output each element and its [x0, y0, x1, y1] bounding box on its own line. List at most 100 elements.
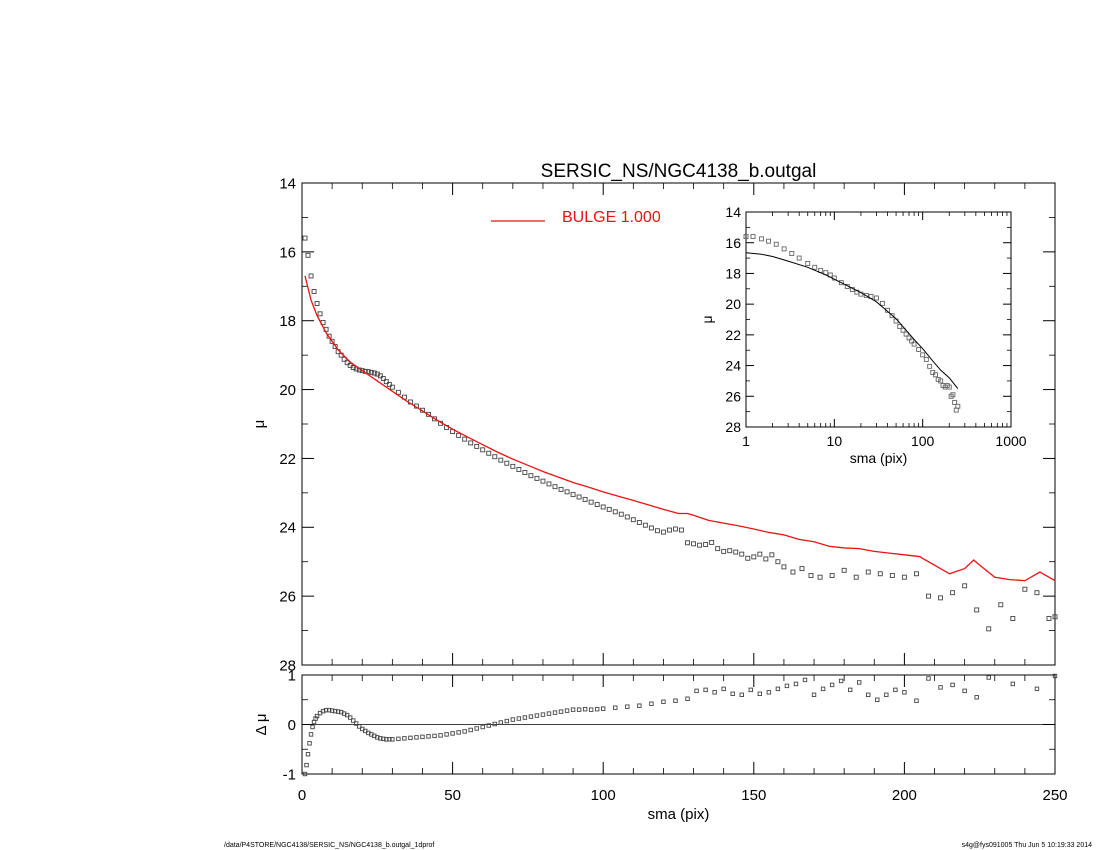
data-point [350, 365, 356, 370]
data-point [390, 737, 395, 742]
data-point [857, 680, 862, 685]
data-point [323, 707, 329, 713]
data-point [712, 690, 717, 695]
data-point [1022, 586, 1028, 592]
data-point [317, 311, 323, 317]
data-point [829, 573, 835, 578]
data-point [329, 708, 335, 713]
data-point [648, 525, 654, 531]
data-point [799, 566, 805, 572]
data-point [302, 235, 308, 241]
data-point [986, 675, 991, 680]
data-point [486, 450, 492, 456]
data-point [456, 432, 462, 438]
data-point [889, 573, 895, 578]
data-point [903, 331, 909, 337]
data-point [660, 529, 666, 535]
data-point [375, 735, 380, 740]
data-point [790, 569, 796, 575]
data-point [750, 234, 756, 240]
data-point [1034, 686, 1040, 692]
footer-timestamp: s4g@fys091005 Thu Jun 5 10:19:33 2014 [961, 842, 1092, 849]
data-point [564, 489, 570, 495]
model-line [745, 252, 959, 389]
data-point [314, 301, 320, 306]
data-point [757, 551, 763, 557]
data-point [387, 737, 392, 742]
main-plot-panel: 14 16 18 20 22 24 26 28 μ SERSIC_NS/NGC4138_b.out… [251, 161, 1058, 674]
y-tick-label: 20 [279, 382, 296, 399]
data-point [389, 384, 395, 390]
data-point [601, 706, 606, 711]
data-point [438, 733, 443, 738]
data-point [893, 687, 898, 693]
data-point [796, 255, 802, 261]
data-point [504, 718, 510, 724]
data-point [308, 273, 314, 279]
data-point [703, 542, 709, 547]
data-point [332, 344, 338, 349]
data-point [923, 356, 929, 362]
data-point [311, 719, 317, 725]
y-tick-label: 14 [279, 175, 296, 192]
data-point [304, 762, 309, 768]
data-point [329, 338, 335, 344]
data-point [347, 715, 353, 720]
y-tick-label: 16 [279, 244, 296, 261]
y-tick-label: 20 [725, 296, 741, 312]
data-point [757, 691, 763, 697]
data-point [685, 696, 690, 701]
data-point [351, 718, 356, 723]
data-point [906, 335, 912, 341]
data-point [492, 454, 498, 460]
data-point [414, 735, 419, 740]
x-tick-label: 100 [591, 787, 616, 804]
y-tick-label: 16 [725, 235, 741, 251]
data-point [914, 698, 919, 703]
data-point [474, 443, 480, 449]
data-point [974, 607, 980, 613]
y-tick-label: 24 [725, 358, 741, 374]
data-point [739, 692, 744, 697]
y-tick-label: 28 [279, 657, 296, 674]
data-point [727, 548, 733, 554]
data-point [829, 682, 835, 688]
y-tick-label: 18 [725, 265, 741, 281]
model-line [304, 275, 1056, 582]
data-point [637, 703, 642, 708]
y-axis-label: μ [251, 420, 268, 429]
x-tick-label: 10 [827, 433, 843, 449]
data-point [694, 688, 699, 694]
data-point [811, 692, 817, 697]
data-point [950, 590, 956, 596]
data-point [332, 708, 338, 714]
data-point [474, 726, 479, 731]
data-point [661, 699, 666, 704]
x-tick-label: 50 [444, 787, 461, 804]
data-point [432, 416, 437, 422]
data-point [927, 363, 933, 369]
data-point [378, 736, 383, 741]
data-point [365, 369, 371, 375]
y-tick-label: 24 [279, 520, 296, 537]
data-point [386, 381, 392, 387]
data-point [805, 260, 811, 266]
inset-plot-panel: 1 10 100 1000 14 16 18 20 22 24 26 28 sma (pix) μ [699, 204, 1027, 466]
data-point [715, 546, 721, 552]
data-point [570, 707, 576, 712]
data-point [444, 732, 449, 737]
data-point [673, 526, 678, 532]
data-point [540, 712, 546, 717]
data-point [576, 707, 582, 712]
data-point [368, 369, 374, 375]
data-point [564, 708, 570, 713]
data-point [468, 440, 474, 446]
data-point [335, 709, 341, 714]
data-point [1010, 681, 1016, 687]
data-point [625, 704, 630, 709]
x-tick-label: 200 [892, 787, 917, 804]
data-point [775, 686, 781, 692]
data-point [588, 707, 594, 712]
data-point [877, 571, 883, 577]
